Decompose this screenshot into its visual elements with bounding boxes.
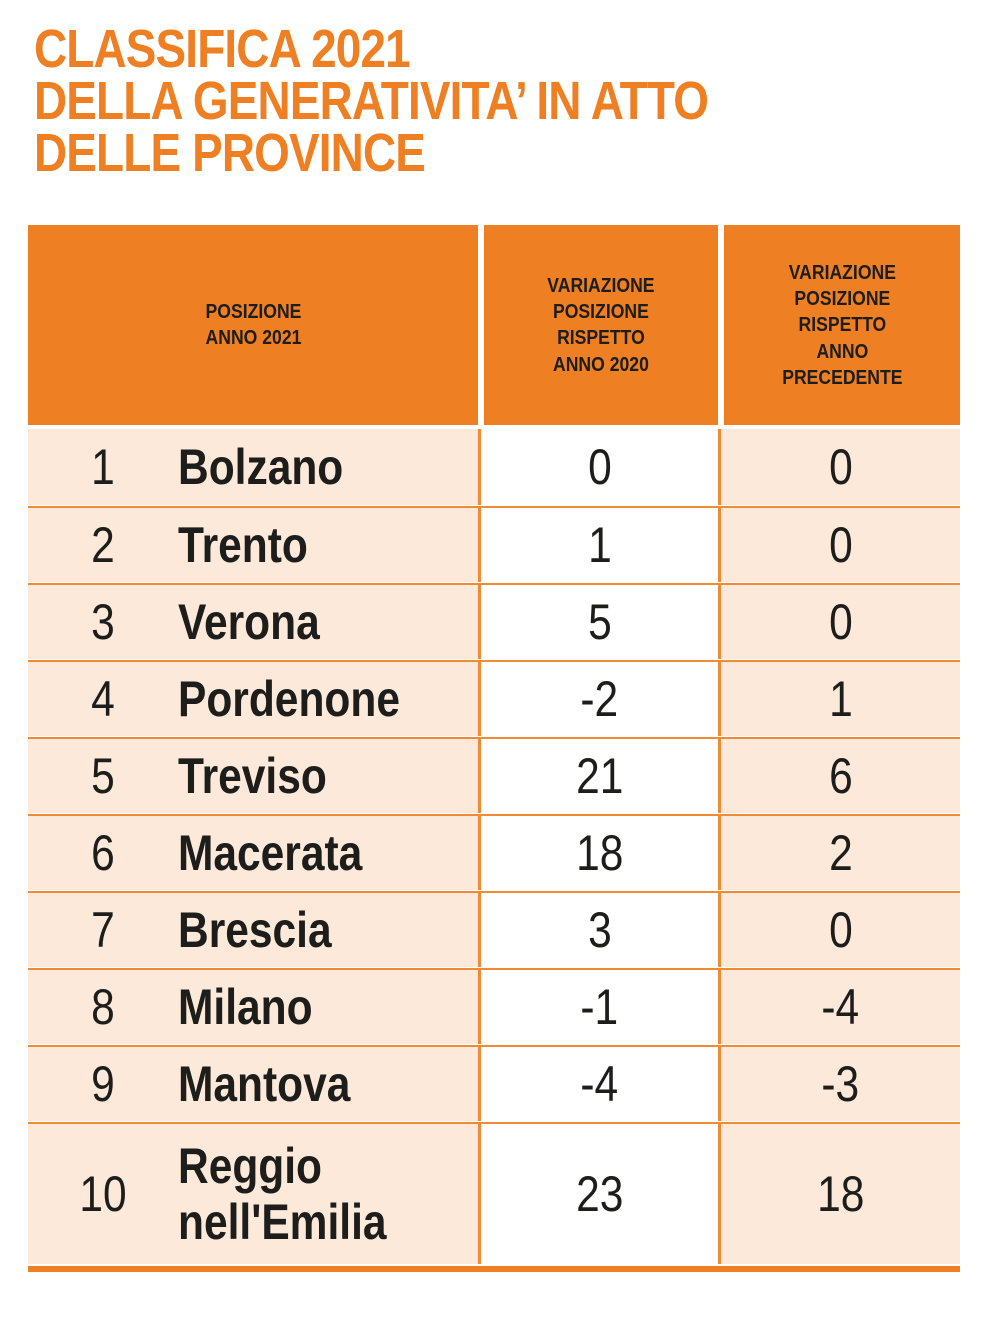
variation-2020-cell: 23 (478, 1124, 718, 1265)
variation-2020-cell: 1 (478, 508, 718, 583)
rank-value: 6 (91, 825, 115, 882)
position-cell: 3 Verona (28, 585, 478, 660)
position-cell: 1 Bolzano (28, 429, 478, 506)
variation-2020-value: 5 (587, 594, 612, 651)
rank-value: 9 (91, 1056, 115, 1113)
variation-2020-value: 0 (587, 439, 612, 496)
rank-value: 10 (79, 1166, 127, 1223)
variation-prev-cell: 0 (718, 585, 960, 660)
province-name: Reggio nell'Emilia (178, 1138, 387, 1251)
column-header-label: POSIZIONE ANNO 2021 (205, 301, 301, 350)
rank-value: 3 (91, 594, 115, 651)
variation-prev-value: 6 (828, 748, 853, 805)
page-title: CLASSIFICA 2021 DELLA GENERATIVITA’ IN A… (34, 19, 709, 183)
rank-value: 4 (91, 671, 115, 728)
variation-prev-cell: -3 (718, 1047, 960, 1122)
variation-2020-value: 18 (575, 825, 624, 882)
table-row: 10 Reggio nell'Emilia 23 18 (28, 1122, 960, 1265)
variation-2020-value: -2 (580, 671, 619, 728)
rank-value: 7 (91, 902, 115, 959)
variation-prev-cell: 1 (718, 662, 960, 737)
table-row: 3 Verona 5 0 (28, 583, 960, 660)
variation-prev-value: 0 (828, 439, 853, 496)
variation-2020-cell: 18 (478, 816, 718, 891)
variation-prev-value: -4 (821, 979, 860, 1036)
table-row: 4 Pordenone -2 1 (28, 660, 960, 737)
variation-2020-value: 3 (587, 902, 612, 959)
table-row: 5 Treviso 21 6 (28, 737, 960, 814)
province-name: Trento (178, 517, 308, 574)
column-header-variazione-2020: VARIAZIONE POSIZIONE RISPETTO ANNO 2020 (478, 225, 718, 426)
position-cell: 5 Treviso (28, 739, 478, 814)
variation-2020-cell: 0 (478, 429, 718, 506)
variation-prev-cell: 18 (718, 1124, 960, 1265)
variation-2020-cell: 5 (478, 585, 718, 660)
variation-prev-cell: 6 (718, 739, 960, 814)
province-name: Macerata (178, 825, 363, 882)
column-header-label: VARIAZIONE POSIZIONE RISPETTO ANNO PRECE… (781, 261, 903, 390)
variation-2020-cell: 3 (478, 893, 718, 968)
table-row: 8 Milano -1 -4 (28, 968, 960, 1045)
table-bottom-border (28, 1266, 960, 1273)
position-cell: 6 Macerata (28, 816, 478, 891)
variation-2020-value: -4 (580, 1056, 619, 1113)
variation-2020-cell: -4 (478, 1047, 718, 1122)
variation-prev-value: 0 (828, 594, 853, 651)
variation-prev-value: 0 (828, 902, 853, 959)
province-name: Milano (178, 979, 313, 1036)
variation-2020-cell: 21 (478, 739, 718, 814)
rank-value: 5 (91, 748, 115, 805)
variation-prev-value: -3 (821, 1056, 860, 1113)
table-row: 9 Mantova -4 -3 (28, 1045, 960, 1122)
variation-prev-cell: 2 (718, 816, 960, 891)
variation-2020-cell: -2 (478, 662, 718, 737)
variation-2020-value: 23 (575, 1166, 624, 1223)
table-body: 1 Bolzano 0 0 2 Trento 1 (28, 429, 960, 1265)
table-row: 2 Trento 1 0 (28, 506, 960, 583)
variation-prev-cell: 0 (718, 429, 960, 506)
column-header-label: VARIAZIONE POSIZIONE RISPETTO ANNO 2020 (547, 274, 655, 376)
variation-2020-value: 1 (587, 517, 612, 574)
position-cell: 4 Pordenone (28, 662, 478, 737)
variation-2020-value: -1 (580, 979, 619, 1036)
column-header-posizione: POSIZIONE ANNO 2021 (28, 225, 478, 426)
table-row: 7 Brescia 3 0 (28, 891, 960, 968)
variation-prev-cell: 0 (718, 893, 960, 968)
position-cell: 2 Trento (28, 508, 478, 583)
variation-prev-value: 1 (828, 671, 853, 728)
province-name: Pordenone (178, 671, 400, 728)
table-header-row: POSIZIONE ANNO 2021 VARIAZIONE POSIZIONE… (28, 225, 960, 426)
variation-prev-cell: -4 (718, 970, 960, 1045)
variation-prev-value: 18 (816, 1166, 865, 1223)
position-cell: 8 Milano (28, 970, 478, 1045)
variation-prev-value: 2 (828, 825, 853, 882)
variation-prev-cell: 0 (718, 508, 960, 583)
position-cell: 9 Mantova (28, 1047, 478, 1122)
column-header-variazione-precedente: VARIAZIONE POSIZIONE RISPETTO ANNO PRECE… (718, 225, 960, 426)
province-name: Bolzano (178, 439, 344, 496)
rank-value: 2 (91, 517, 115, 574)
table-row: 1 Bolzano 0 0 (28, 429, 960, 506)
variation-2020-cell: -1 (478, 970, 718, 1045)
rank-value: 1 (91, 439, 115, 496)
variation-2020-value: 21 (575, 748, 624, 805)
province-name: Brescia (178, 902, 332, 959)
province-name: Mantova (178, 1056, 351, 1113)
variation-prev-value: 0 (828, 517, 853, 574)
province-name: Verona (178, 594, 320, 651)
table-row: 6 Macerata 18 2 (28, 814, 960, 891)
rank-value: 8 (91, 979, 115, 1036)
position-cell: 10 Reggio nell'Emilia (28, 1124, 478, 1265)
position-cell: 7 Brescia (28, 893, 478, 968)
province-name: Treviso (178, 748, 327, 805)
ranking-table: POSIZIONE ANNO 2021 VARIAZIONE POSIZIONE… (28, 225, 960, 1273)
